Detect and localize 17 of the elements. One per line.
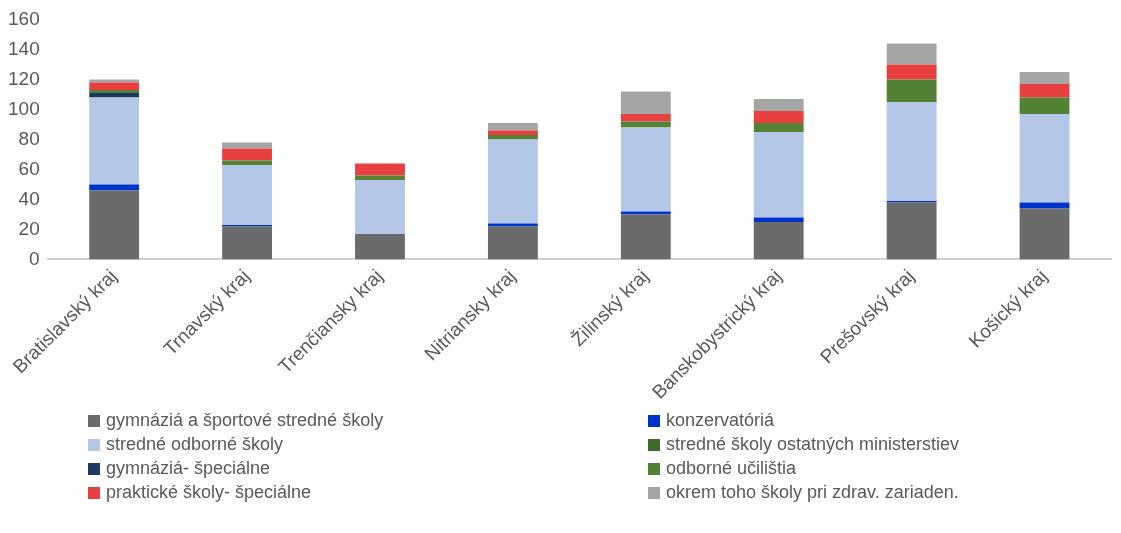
legend-label: okrem toho školy pri zdrav. zariaden. xyxy=(666,482,959,503)
y-tick-label: 20 xyxy=(18,217,40,239)
y-tick-label: 140 xyxy=(8,37,40,59)
legend-label: gymnáziá a športové stredné školy xyxy=(106,410,384,431)
legend-label: stredné školy ostatných ministerstiev xyxy=(666,434,960,455)
y-tick-label: 60 xyxy=(18,157,40,179)
y-tick-label: 0 xyxy=(29,247,40,269)
legend-label: stredné odborné školy xyxy=(106,434,284,455)
legend-label: gymnáziá- špeciálne xyxy=(106,458,271,479)
y-tick-label: 160 xyxy=(8,7,40,29)
legend-label: praktické školy- špeciálne xyxy=(106,482,312,503)
y-tick-label: 40 xyxy=(18,187,40,209)
y-tick-label: 100 xyxy=(8,97,40,119)
y-tick-label: 80 xyxy=(18,127,40,149)
legend-label: konzervatóriá xyxy=(666,410,775,431)
y-tick-label: 120 xyxy=(8,67,40,89)
legend-label: odborné učilištia xyxy=(666,458,797,479)
